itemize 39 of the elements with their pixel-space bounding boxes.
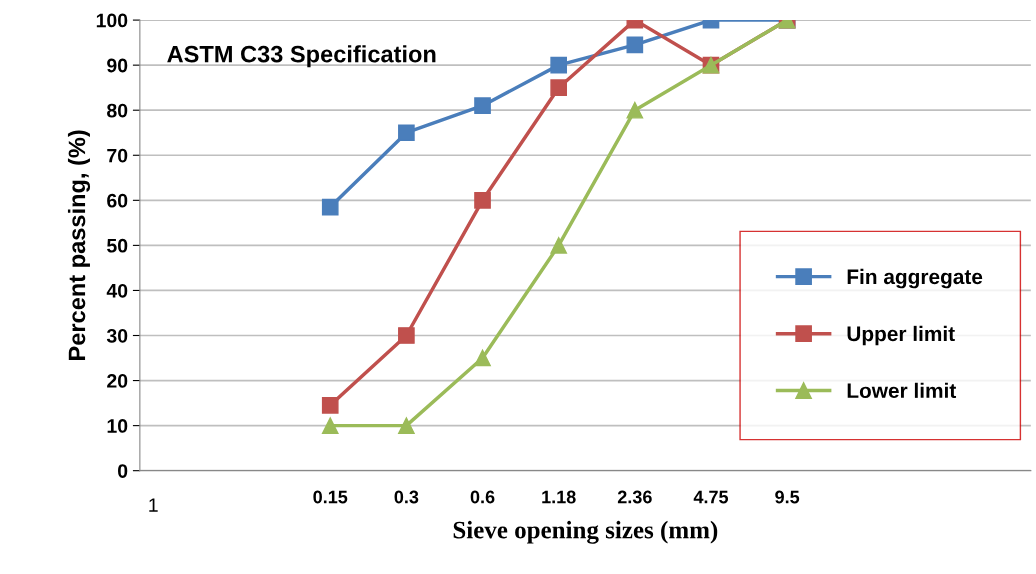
point	[321, 417, 339, 434]
point	[321, 397, 339, 414]
x-tick-label: 0.6	[470, 490, 495, 504]
legend-label: Upper limit	[847, 325, 955, 346]
point	[550, 79, 568, 97]
legend-label: Lower limit	[847, 382, 957, 399]
x-tick-label: 0.15	[313, 490, 348, 504]
text: 1	[149, 498, 158, 512]
point	[626, 36, 644, 54]
y-tick-label: 40	[106, 283, 128, 298]
annotation: ASTM C33 Specification	[167, 45, 436, 68]
y-tick-label: 0	[118, 464, 128, 478]
point	[474, 349, 491, 367]
point	[474, 97, 491, 115]
x-tick-label: 2.36	[617, 490, 652, 504]
point	[626, 101, 644, 119]
x-tick-label: 1.18	[542, 490, 576, 504]
y-tick-label: 100	[96, 13, 128, 28]
x-tick-label: 0.3	[394, 490, 419, 504]
y-tick-label: 70	[107, 148, 128, 163]
y-tick-label: 20	[107, 374, 128, 388]
point	[398, 124, 415, 142]
y-tick-label: 50	[107, 238, 128, 253]
x-axis-title: Sieve opening sizes (mm)	[453, 520, 718, 544]
point	[398, 327, 415, 344]
legend-label: Fin aggregate	[847, 268, 983, 289]
y-tick-label: 80	[107, 103, 128, 118]
y-axis-title: Percent passing, (%)	[67, 130, 91, 360]
y-tick-label: 10	[107, 419, 128, 433]
point	[474, 191, 491, 209]
y-tick-label: 60	[107, 193, 128, 208]
x-tick-label: 4.75	[693, 490, 729, 504]
point	[550, 56, 568, 74]
point	[398, 417, 415, 434]
point	[550, 237, 568, 254]
x-tick-label: 9.5	[775, 490, 800, 504]
point	[321, 198, 339, 216]
y-tick-label: 90	[107, 58, 128, 73]
y-tick-label: 30	[106, 328, 128, 343]
